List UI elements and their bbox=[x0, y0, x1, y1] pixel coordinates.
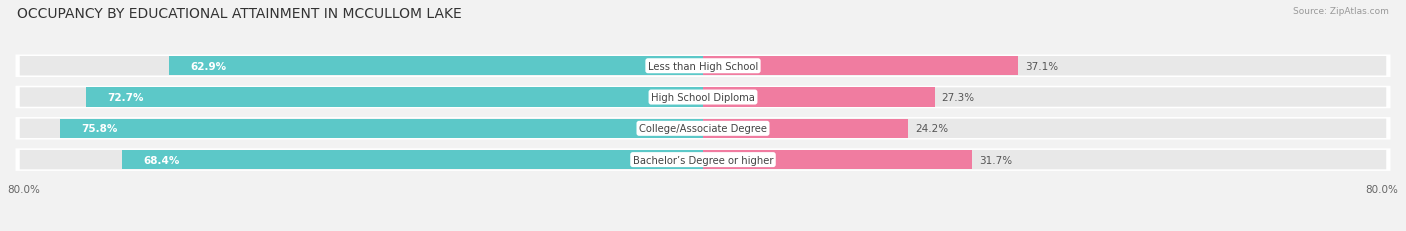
FancyBboxPatch shape bbox=[20, 150, 703, 170]
Bar bbox=[703, 119, 908, 138]
FancyBboxPatch shape bbox=[703, 119, 1386, 138]
FancyBboxPatch shape bbox=[15, 149, 1391, 171]
FancyBboxPatch shape bbox=[703, 57, 1386, 76]
Text: High School Diploma: High School Diploma bbox=[651, 93, 755, 103]
FancyBboxPatch shape bbox=[15, 55, 1391, 78]
FancyBboxPatch shape bbox=[15, 118, 1391, 140]
FancyBboxPatch shape bbox=[20, 119, 703, 138]
Text: 27.3%: 27.3% bbox=[942, 93, 974, 103]
Text: 24.2%: 24.2% bbox=[915, 124, 948, 134]
Bar bbox=[703, 150, 972, 170]
Bar bbox=[703, 88, 935, 107]
Text: 62.9%: 62.9% bbox=[190, 61, 226, 71]
Bar bbox=[122, 150, 703, 170]
Text: OCCUPANCY BY EDUCATIONAL ATTAINMENT IN MCCULLOM LAKE: OCCUPANCY BY EDUCATIONAL ATTAINMENT IN M… bbox=[17, 7, 461, 21]
Text: College/Associate Degree: College/Associate Degree bbox=[638, 124, 768, 134]
Text: Bachelor’s Degree or higher: Bachelor’s Degree or higher bbox=[633, 155, 773, 165]
FancyBboxPatch shape bbox=[703, 88, 1386, 107]
Text: 37.1%: 37.1% bbox=[1025, 61, 1057, 71]
Text: 75.8%: 75.8% bbox=[82, 124, 117, 134]
FancyBboxPatch shape bbox=[20, 88, 703, 107]
Bar bbox=[59, 119, 703, 138]
Bar bbox=[169, 57, 703, 76]
Text: 72.7%: 72.7% bbox=[107, 93, 143, 103]
Bar bbox=[703, 57, 1018, 76]
FancyBboxPatch shape bbox=[703, 150, 1386, 170]
FancyBboxPatch shape bbox=[15, 86, 1391, 109]
FancyBboxPatch shape bbox=[20, 57, 703, 76]
Text: 31.7%: 31.7% bbox=[979, 155, 1012, 165]
Bar bbox=[86, 88, 703, 107]
Text: Less than High School: Less than High School bbox=[648, 61, 758, 71]
Text: 68.4%: 68.4% bbox=[143, 155, 180, 165]
Text: Source: ZipAtlas.com: Source: ZipAtlas.com bbox=[1294, 7, 1389, 16]
